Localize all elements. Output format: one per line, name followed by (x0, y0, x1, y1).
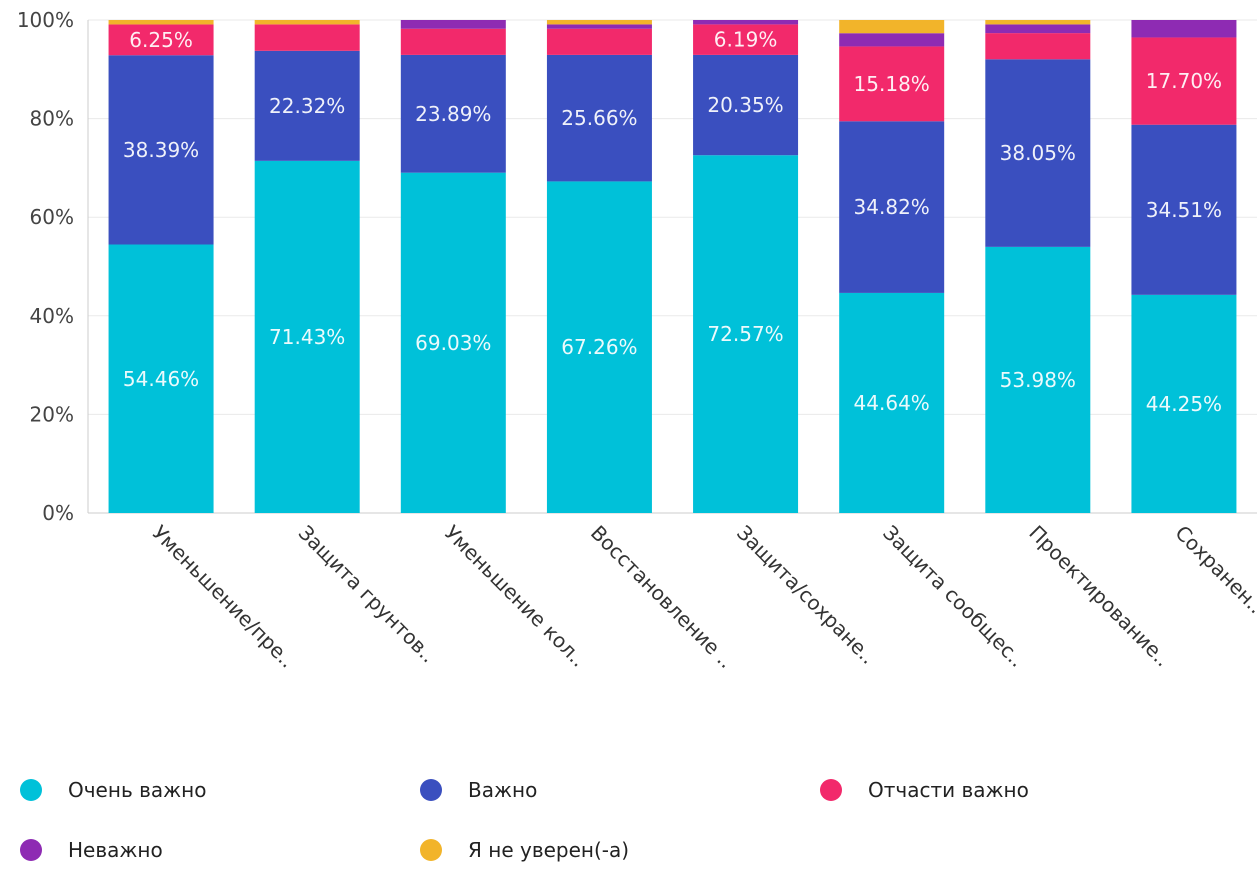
bar-segment (108, 244, 214, 513)
bar-segment (254, 50, 360, 161)
bar-segment (985, 33, 1091, 60)
bar-segment (985, 246, 1091, 513)
bar-segment (839, 33, 945, 47)
data-label: 72.57% (707, 322, 783, 346)
bar-segment (546, 24, 652, 29)
legend-item-not-important[interactable]: Неважно (20, 830, 163, 870)
legend-item-not-sure[interactable]: Я не уверен(-а) (420, 830, 629, 870)
data-label: 38.05% (1000, 141, 1076, 165)
data-label: 20.35% (707, 93, 783, 117)
bar-segment (985, 24, 1091, 34)
bar-segment (693, 20, 799, 25)
bar-segment (400, 28, 506, 55)
data-label: 34.51% (1146, 198, 1222, 222)
bar-segment (839, 292, 945, 513)
data-label: 67.26% (561, 335, 637, 359)
x-tick-label: Восстановление .. (586, 521, 738, 673)
bar-segment (400, 172, 506, 513)
bar-segment (546, 54, 652, 182)
legend-item-somewhat-important[interactable]: Отчасти важно (820, 770, 1029, 810)
legend-item-important[interactable]: Важно (420, 770, 537, 810)
data-label: 44.25% (1146, 392, 1222, 416)
bar-segment (693, 155, 799, 513)
x-tick-label: Сохранен.. (1170, 521, 1257, 619)
bar-segment (400, 20, 506, 29)
data-label: 44.64% (854, 391, 930, 415)
stacked-bar-chart: 0% 20% 40% 60% 80% 100% 54.46% 38.39% 6.25% 71.43… (17, 8, 1257, 673)
legend-swatch (20, 779, 42, 801)
x-tick-label: Защита сообщес.. (878, 521, 1029, 672)
legend-label: Я не уверен(-а) (468, 838, 630, 862)
data-label: 22.32% (269, 94, 345, 118)
y-tick-label: 0% (42, 501, 74, 525)
data-label: 71.43% (269, 325, 345, 349)
bar-segment (693, 54, 799, 156)
data-label: 17.70% (1146, 69, 1222, 93)
x-tick-label: Проектирование.. (1024, 521, 1175, 672)
data-label: 6.25% (129, 28, 193, 52)
legend-swatch (20, 839, 42, 861)
legend-swatch (420, 779, 442, 801)
y-tick-label: 60% (30, 205, 74, 229)
bar-segment (108, 20, 214, 25)
bar-segment (546, 20, 652, 25)
data-label: 6.19% (714, 28, 778, 52)
x-tick-label: Уменьшение кол.. (440, 521, 591, 672)
data-label: 25.66% (561, 106, 637, 130)
legend-swatch (420, 839, 442, 861)
data-label: 38.39% (123, 138, 199, 162)
data-label: 23.89% (415, 102, 491, 126)
legend-label: Неважно (68, 838, 163, 862)
bar-segment (1131, 124, 1237, 295)
bar-segment (546, 181, 652, 513)
chart-legend: Очень важно Важно Отчасти важно Неважно … (0, 768, 1257, 864)
legend-label: Очень важно (68, 778, 207, 802)
data-label: 15.18% (854, 72, 930, 96)
legend-label: Отчасти важно (868, 778, 1029, 802)
bar-segment (839, 46, 945, 122)
x-tick-label: Уменьшение/пре.. (148, 521, 300, 673)
data-label: 69.03% (415, 331, 491, 355)
x-tick-label: Защита/сохране.. (732, 521, 880, 669)
bar-segment (693, 24, 799, 55)
bar-segment (400, 54, 506, 173)
y-tick-label: 100% (17, 8, 74, 32)
y-tick-label: 40% (30, 304, 74, 328)
bar-segment (839, 20, 945, 34)
bar-segment (985, 59, 1091, 247)
bar-segment (254, 160, 360, 513)
data-label: 53.98% (1000, 368, 1076, 392)
y-tick-label: 20% (30, 402, 74, 426)
bar-segment (108, 55, 214, 245)
y-tick-label: 80% (30, 107, 74, 131)
x-tick-label: Защита грунтов.. (294, 521, 441, 668)
legend-swatch (820, 779, 842, 801)
legend-item-very-important[interactable]: Очень важно (20, 770, 206, 810)
data-label: 54.46% (123, 367, 199, 391)
bar-segment (1131, 294, 1237, 513)
bar-segment (1131, 20, 1237, 38)
bar-segment (546, 28, 652, 55)
bar-segment (1131, 37, 1237, 125)
bar-segment (254, 20, 360, 25)
bar-segment (108, 24, 214, 56)
legend-label: Важно (468, 778, 538, 802)
bar-segment (985, 20, 1091, 25)
bar-segment (254, 24, 360, 51)
bar-segment (839, 121, 945, 293)
data-label: 34.82% (854, 195, 930, 219)
